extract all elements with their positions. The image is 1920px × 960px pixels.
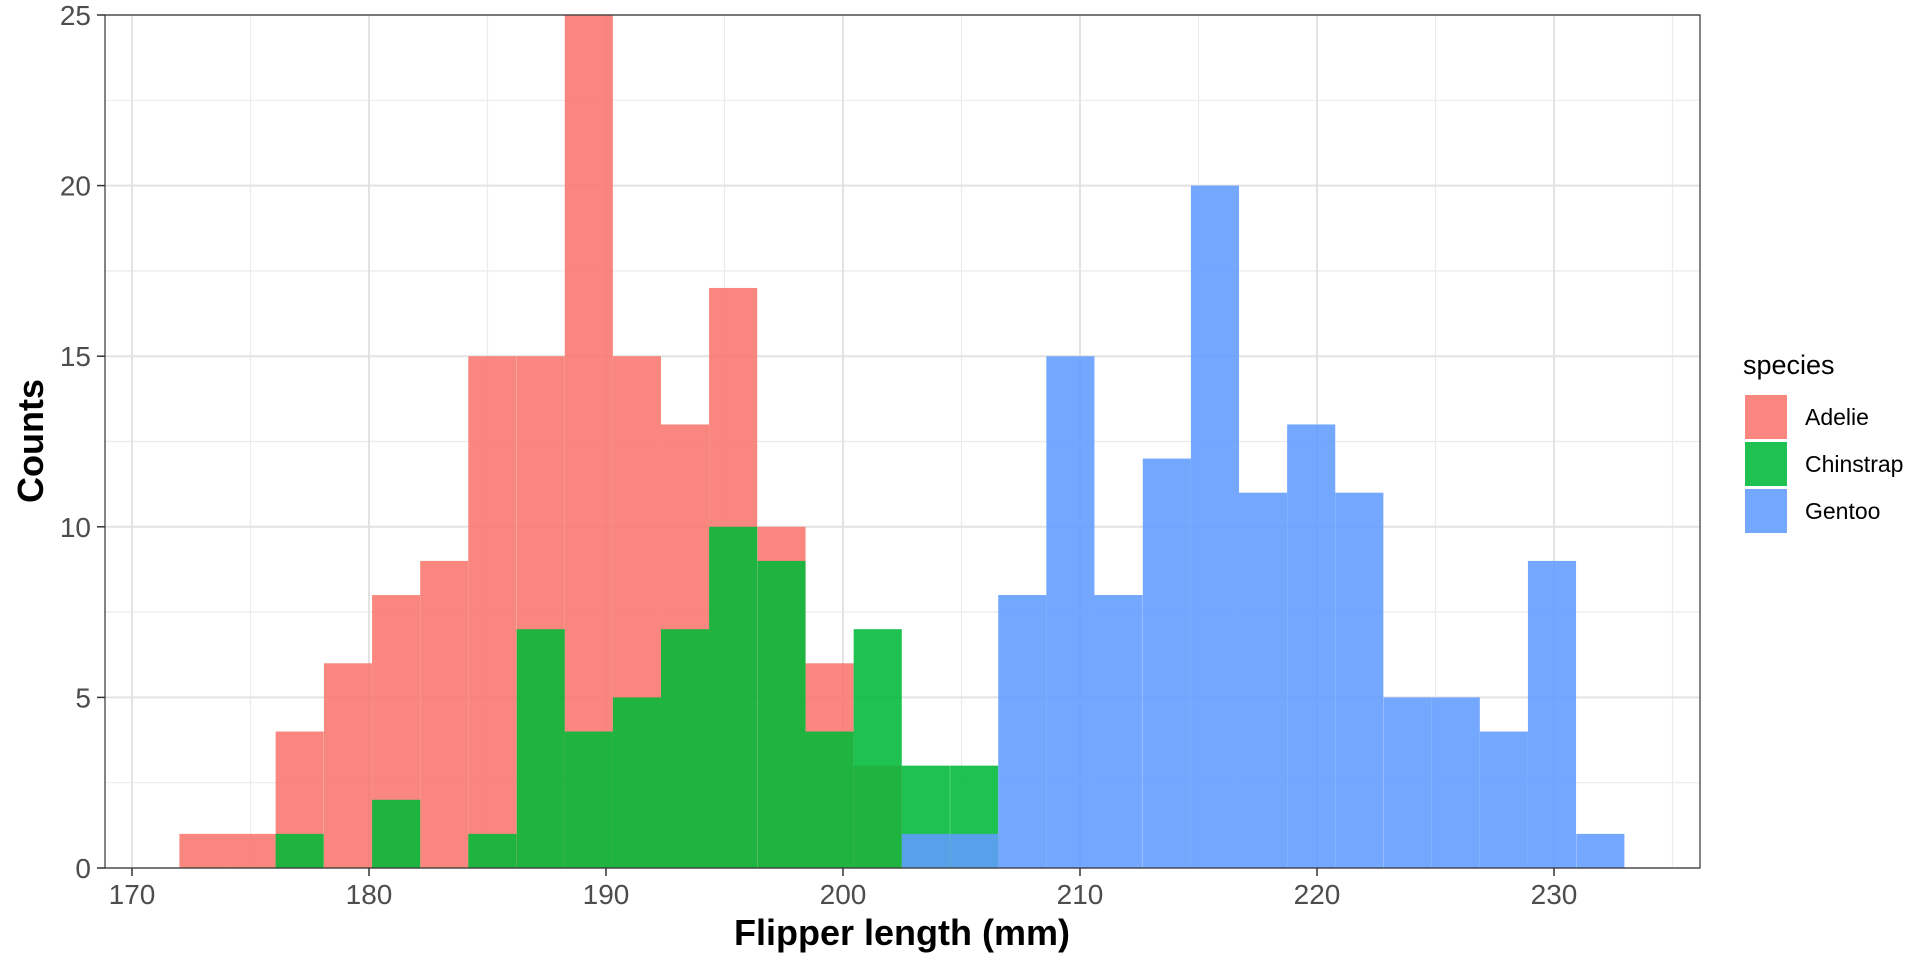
histogram-bars (179, 15, 1625, 869)
bar-gentoo (1239, 492, 1288, 868)
bar-gentoo (1046, 356, 1095, 868)
legend: species Adelie Chinstrap Gentoo (1743, 350, 1903, 533)
legend-swatch-chinstrap (1745, 442, 1787, 486)
legend-label-gentoo: Gentoo (1805, 498, 1880, 524)
bar-gentoo (1190, 185, 1240, 869)
bar-gentoo (998, 595, 1047, 868)
x-tick-label: 200 (820, 879, 867, 910)
panel-border (104, 14, 1701, 869)
x-tick-label: 170 (109, 879, 156, 910)
bar-gentoo (1142, 458, 1191, 868)
y-tick-label: 10 (60, 512, 91, 543)
bar-chinstrap (516, 629, 565, 868)
x-axis-ticks: 170 180 190 200 210 220 230 (109, 868, 1578, 910)
legend-label-adelie: Adelie (1805, 404, 1869, 430)
y-tick-label: 5 (75, 682, 91, 713)
bar-gentoo (1335, 492, 1384, 868)
x-tick-label: 180 (346, 879, 393, 910)
y-axis-ticks: 0 5 10 15 20 25 (60, 0, 105, 884)
y-tick-label: 0 (75, 853, 91, 884)
x-tick-label: 220 (1294, 879, 1341, 910)
bar-chinstrap (468, 833, 517, 868)
y-tick-label: 15 (60, 341, 91, 372)
bar-gentoo (1431, 697, 1480, 868)
x-tick-label: 190 (583, 879, 630, 910)
bar-gentoo (1576, 833, 1625, 868)
y-tick-label: 25 (60, 0, 91, 31)
bar-adelie (179, 833, 228, 868)
bar-chinstrap (805, 731, 854, 868)
bar-gentoo (1479, 731, 1528, 868)
bar-adelie (323, 663, 373, 868)
bar-chinstrap (612, 697, 661, 868)
bar-gentoo (1094, 595, 1143, 868)
bar-gentoo (1383, 697, 1432, 868)
legend-swatch-gentoo (1745, 489, 1787, 533)
bar-adelie (227, 833, 276, 868)
x-tick-label: 230 (1531, 879, 1578, 910)
legend-label-chinstrap: Chinstrap (1805, 451, 1903, 477)
x-axis-title: Flipper length (mm) (734, 912, 1070, 953)
legend-title: species (1743, 350, 1835, 380)
y-axis-title: Counts (10, 379, 51, 503)
x-tick-label: 210 (1057, 879, 1104, 910)
bar-chinstrap (564, 731, 613, 868)
bar-gentoo (901, 833, 950, 868)
legend-swatch-adelie (1745, 395, 1787, 439)
bar-chinstrap (275, 833, 324, 868)
bar-chinstrap (660, 629, 710, 868)
bar-gentoo (950, 833, 999, 868)
bar-adelie (468, 356, 517, 868)
bar-adelie (420, 560, 469, 868)
bar-chinstrap (757, 560, 806, 868)
bar-chinstrap (709, 526, 758, 868)
bar-adelie (564, 15, 613, 868)
bar-gentoo (1527, 560, 1577, 868)
bar-chinstrap (372, 799, 421, 868)
bar-chinstrap (853, 629, 902, 868)
y-tick-label: 20 (60, 171, 91, 202)
bar-gentoo (1287, 424, 1336, 868)
